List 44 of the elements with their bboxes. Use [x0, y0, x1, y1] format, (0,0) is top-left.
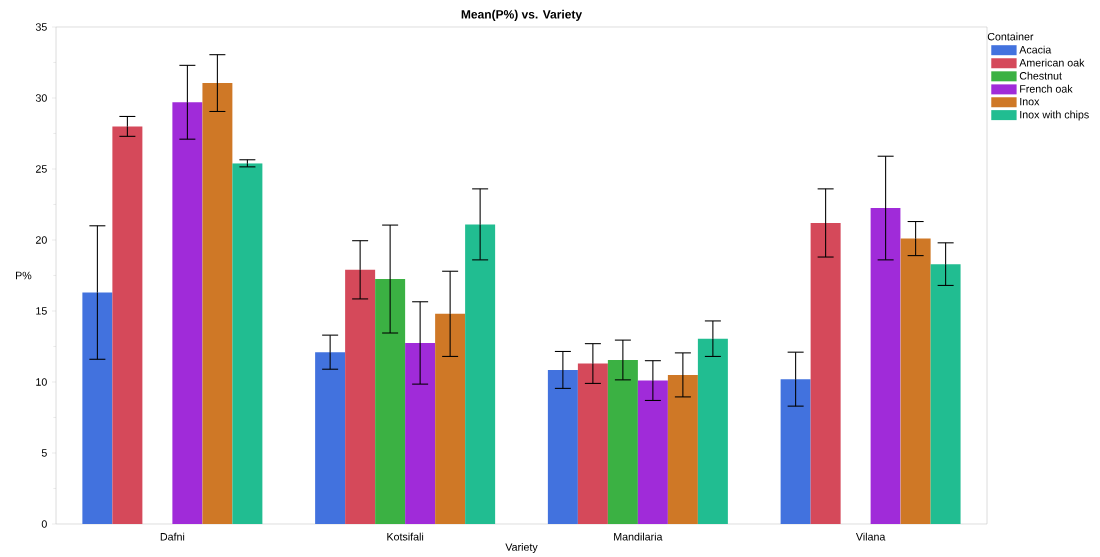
chart-title: Mean(P%) vs. Variety: [461, 9, 583, 21]
bar: [697, 338, 728, 524]
x-tick-label: Vilana: [855, 532, 886, 541]
y-tick-label: 10: [36, 378, 47, 386]
bar: [435, 313, 466, 524]
y-tick-label: 15: [36, 307, 47, 315]
y-axis-title: P%: [16, 271, 32, 280]
y-tick-label: 25: [35, 165, 47, 173]
y-tick-label: 20: [35, 236, 47, 244]
legend-label: Inox with chips: [1020, 110, 1089, 121]
bar: [112, 126, 143, 524]
bar: [547, 369, 578, 524]
bar: [315, 351, 346, 524]
bar: [405, 342, 436, 524]
legend-label: Inox: [1020, 97, 1040, 106]
legend-label: French oak: [1020, 84, 1073, 93]
bar: [870, 207, 901, 524]
x-tick-label: Kotsifali: [387, 532, 424, 541]
x-tick-label: Dafni: [160, 532, 185, 541]
y-tick-label: 0: [41, 520, 47, 528]
bar: [82, 292, 113, 524]
bar: [202, 82, 233, 524]
bar: [577, 363, 608, 524]
legend-label: American oak: [1019, 58, 1085, 67]
y-tick-label: 30: [35, 94, 47, 102]
y-tick-label: 5: [41, 449, 47, 457]
bar: [667, 374, 698, 524]
x-axis-title: Variety: [505, 542, 538, 553]
bar: [810, 222, 841, 524]
y-tick-label: 35: [35, 23, 47, 31]
bar: [607, 359, 638, 524]
bar: [375, 278, 406, 524]
legend-label: Chestnut: [1019, 71, 1062, 80]
legend-title: Container: [987, 32, 1034, 41]
bar: [172, 102, 203, 524]
legend-label: Acacia: [1019, 45, 1052, 54]
bar: [637, 380, 668, 524]
bar: [232, 163, 263, 524]
bar: [465, 224, 496, 524]
x-tick-label: Mandilaria: [614, 532, 663, 541]
bar: [780, 378, 811, 524]
bar: [345, 269, 376, 524]
bar: [900, 238, 931, 524]
bar: [930, 263, 961, 524]
